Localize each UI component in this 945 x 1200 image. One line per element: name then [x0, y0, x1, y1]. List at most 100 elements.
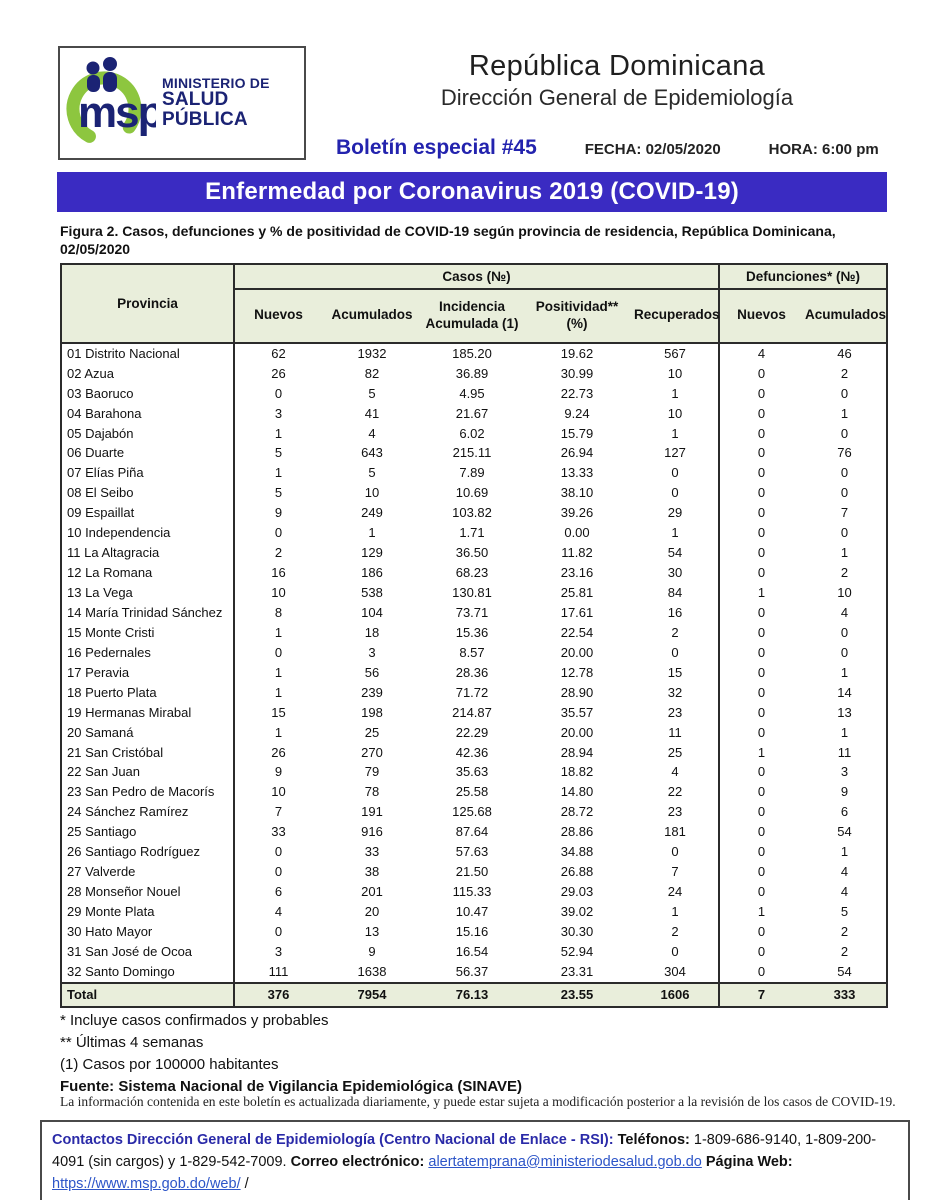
value-cell: 14	[837, 684, 852, 700]
value-cell: 54	[632, 543, 721, 564]
value-cell: 1	[632, 523, 721, 544]
value-cell: 2	[632, 622, 721, 643]
phone-label: Teléfonos:	[617, 1132, 690, 1148]
table-row: 13 La Vega 10 538 130.81 25.81 84 1 10	[61, 583, 887, 603]
value-cell: 1	[632, 423, 721, 444]
province-cell: 21 San Cristóbal	[61, 742, 235, 763]
value-cell: 0	[274, 385, 283, 401]
footnotes: * Incluye casos confirmados y probables …	[60, 1012, 900, 1100]
figure-caption: Figura 2. Casos, defunciones y % de posi…	[60, 223, 836, 258]
value-cell: 15	[271, 704, 286, 720]
value-cell: 567	[632, 342, 721, 364]
table-row: 29 Monte Plata 4 20 10.47 39.02 1 1 5	[61, 902, 887, 922]
value-cell: 111	[268, 963, 289, 979]
province-cell: 26 Santiago Rodríguez	[61, 842, 235, 863]
value-cell: 30.99	[560, 365, 594, 381]
value-cell: 1	[757, 904, 766, 919]
province-cell: 20 Samaná	[61, 722, 235, 743]
value-cell: 38.10	[560, 485, 594, 501]
value-cell: 0	[274, 844, 283, 860]
value-cell: 1	[274, 465, 283, 481]
value-cell: 36.89	[455, 365, 489, 381]
value-cell: 54	[837, 963, 852, 979]
header-right: República Dominicana Dirección General d…	[306, 46, 906, 162]
value-cell: 0	[757, 425, 766, 441]
value-cell: 84	[632, 583, 721, 603]
email-link[interactable]: alertatemprana@ministeriodesalud.gob.do	[428, 1153, 702, 1170]
value-cell: 115.33	[452, 884, 492, 900]
table-row: 26 Santiago Rodríguez 0 33 57.63 34.88 0 0 1	[61, 842, 887, 863]
fecha-label: FECHA: 02/05/2020	[584, 141, 721, 158]
value-cell: 22.29	[455, 724, 489, 740]
province-cell: 27 Valverde	[61, 862, 235, 883]
column-header-def-nuevos: Nuevos	[719, 289, 804, 344]
province-cell: 16 Pedernales	[61, 642, 235, 663]
value-cell: 333	[803, 981, 888, 1007]
table-row: 11 La Altagracia 2 129 36.50 11.82 54 0 1	[61, 543, 887, 564]
value-cell: 15.79	[560, 425, 594, 441]
value-cell: 0	[757, 445, 766, 461]
web-link[interactable]: https://www.msp.gob.do/web/	[52, 1175, 241, 1192]
table-row: 06 Duarte 5 643 215.11 26.94 127 0 76	[61, 443, 887, 464]
table-row: 32 Santo Domingo 111 1638 56.37 23.31 304 0 54	[61, 961, 887, 983]
value-cell: 28.90	[560, 684, 594, 700]
value-cell: 26.88	[560, 864, 594, 880]
province-cell: 11 La Altagracia	[61, 543, 235, 564]
value-cell: 23	[632, 702, 721, 723]
value-cell: 1	[840, 724, 849, 740]
value-cell: 29	[632, 503, 721, 524]
value-cell: 10	[364, 485, 380, 501]
table-row: 18 Puerto Plata 1 239 71.72 28.90 32 0 14	[61, 682, 887, 703]
value-cell: 0	[840, 624, 849, 640]
value-cell: 32	[632, 682, 721, 703]
value-cell: 0	[757, 565, 766, 581]
table-row: 08 El Seibo 5 10 10.69 38.10 0 0 0	[61, 483, 887, 504]
province-cell: 28 Monseñor Nouel	[61, 882, 235, 902]
province-cell: 17 Peravia	[61, 662, 235, 683]
value-cell: 0	[632, 642, 721, 663]
value-cell: 2	[840, 565, 849, 581]
province-cell: 06 Duarte	[61, 443, 235, 464]
value-cell: 39.02	[560, 904, 594, 919]
province-cell: 08 El Seibo	[61, 483, 235, 504]
value-cell: 0	[632, 483, 721, 504]
value-cell: 538	[361, 585, 383, 600]
value-cell: 68.23	[455, 565, 489, 581]
web-label: Página Web:	[705, 1153, 793, 1170]
disclaimer-note: La información contenida en este boletín…	[60, 1094, 896, 1109]
value-cell: 0	[757, 684, 766, 700]
banner-title: Enfermedad por Coronavirus 2019 (COVID-1…	[205, 178, 739, 205]
value-cell: 1	[757, 585, 766, 600]
footnote-2: ** Últimas 4 semanas	[60, 1034, 204, 1051]
value-cell: 10	[837, 585, 852, 600]
value-cell: 56	[364, 664, 380, 680]
value-cell: 0	[632, 941, 721, 962]
value-cell: 185.20	[452, 345, 492, 361]
value-cell: 239	[361, 684, 383, 700]
value-cell: 5	[840, 904, 849, 919]
value-cell: 1	[840, 545, 849, 561]
value-cell: 215.11	[452, 445, 492, 461]
contact-box: Contactos Dirección General de Epidemiol…	[40, 1120, 910, 1200]
value-cell: 28.72	[560, 804, 594, 820]
value-cell: 0	[840, 425, 849, 441]
value-cell: 54	[837, 824, 852, 840]
table-row: 14 María Trinidad Sánchez 8 104 73.71 17.61 1…	[61, 602, 887, 623]
value-cell: 22	[632, 782, 721, 803]
value-cell: 1932	[357, 345, 387, 361]
value-cell: 52.94	[560, 943, 594, 959]
table-row: 16 Pedernales 0 3 8.57 20.00 0 0 0	[61, 642, 887, 663]
province-cell: 24 Sánchez Ramírez	[61, 802, 235, 823]
value-cell: 0	[757, 604, 766, 620]
value-cell: 10.47	[455, 904, 489, 919]
value-cell: 79	[364, 764, 380, 780]
value-cell: 26	[271, 365, 286, 381]
value-cell: 18.82	[560, 764, 594, 780]
value-cell: 42.36	[455, 744, 489, 760]
value-cell: 23.31	[560, 963, 594, 979]
value-cell: 73.71	[455, 604, 489, 620]
column-header-provincia: Provincia	[61, 264, 235, 344]
value-cell: 23.55	[522, 981, 632, 1007]
value-cell: 56.37	[455, 963, 489, 979]
value-cell: 41	[364, 405, 380, 421]
